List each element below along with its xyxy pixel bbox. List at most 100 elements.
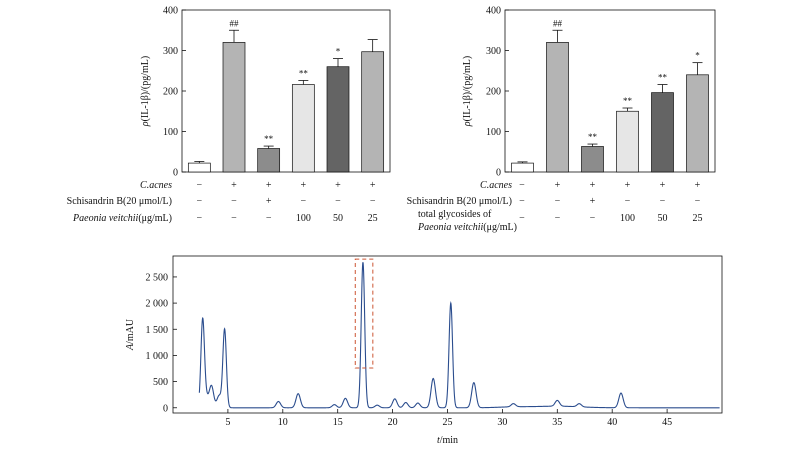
condition-label: Paeonia veitchii(μg/mL) (417, 222, 517, 233)
condition-label: C.acnes (480, 180, 512, 191)
condition-label: Schisandrin B(20 μmol/L) (407, 196, 512, 207)
condition-value: + (695, 180, 701, 191)
condition-value: + (301, 180, 307, 191)
bar (187, 162, 211, 173)
y-tick-label: 2 500 (146, 272, 169, 283)
significance-label: ** (588, 132, 598, 142)
y-axis-label-unit: (IL-1β)/(pg/mL) (462, 56, 473, 122)
condition-label-unit: (μg/mL) (483, 222, 517, 233)
bar (581, 146, 604, 173)
significance-label: ** (264, 134, 274, 144)
significance-label: ** (299, 68, 309, 78)
x-tick-label: 20 (388, 417, 398, 428)
x-axis-label-unit: /min (440, 435, 458, 446)
condition-label: Schisandrin B(20 μmol/L) (67, 196, 172, 207)
condition-value: − (660, 196, 666, 207)
condition-value: + (231, 180, 237, 191)
condition-value: − (197, 180, 203, 191)
condition-value: − (555, 196, 561, 207)
condition-value: − (519, 213, 525, 224)
y-tick-label: 200 (163, 87, 178, 98)
y-axis-label-symbol: A (125, 343, 136, 351)
y-axis-label: ρ(IL-1β)/(pg/mL) (462, 56, 473, 127)
condition-value: + (370, 180, 376, 191)
y-tick-label: 0 (496, 168, 501, 179)
condition-value: + (555, 180, 561, 191)
y-tick-label: 0 (163, 403, 168, 414)
x-tick-label: 30 (497, 417, 507, 428)
bar-chart-left: 0100200300400ρ(IL-1β)/(pg/mL)##*****C.ac… (67, 6, 391, 224)
y-tick-label: 300 (486, 46, 501, 57)
plot-frame (181, 9, 391, 173)
bar-chart-right: 0100200300400ρ(IL-1β)/(pg/mL)##*******C.… (407, 6, 716, 233)
significance-label: * (336, 47, 341, 57)
condition-label-line1: total glycosides of (418, 209, 492, 220)
condition-label-species: Paeonia veitchii (72, 213, 138, 224)
condition-value: − (370, 196, 376, 207)
chromatogram-chart: 0 500 1 000 1 500 2 000 2 500 5 10 15 20 25 30 35 40 4… (125, 255, 723, 446)
bar (257, 148, 281, 173)
bar (511, 162, 534, 173)
bar (616, 110, 639, 173)
x-tick-label: 5 (225, 417, 230, 428)
highlight-box (354, 258, 374, 369)
y-tick-label: 1 000 (146, 351, 169, 362)
condition-value: − (695, 196, 701, 207)
y-tick-label: 400 (163, 6, 178, 17)
y-axis-label: A/mAU (125, 318, 136, 351)
condition-label-unit: (μg/mL) (138, 213, 172, 224)
condition-value: − (231, 213, 237, 224)
bar (326, 66, 350, 173)
y-tick-label: 500 (153, 377, 168, 388)
condition-value: − (301, 196, 307, 207)
condition-value: − (197, 196, 203, 207)
condition-label: C.acnes (140, 180, 172, 191)
y-tick-label: 0 (173, 168, 178, 179)
bar (546, 42, 569, 173)
y-tick-label: 200 (486, 87, 501, 98)
significance-label: * (695, 51, 700, 61)
x-tick-label: 45 (662, 417, 672, 428)
significance-label: ** (658, 73, 668, 83)
plot-frame (504, 9, 716, 173)
condition-value: 50 (658, 213, 668, 224)
condition-value: + (590, 196, 596, 207)
condition-value: − (590, 213, 596, 224)
x-axis-label: t/min (437, 435, 458, 446)
y-tick-label: 1 500 (146, 325, 169, 336)
condition-value: − (231, 196, 237, 207)
condition-value: 50 (333, 213, 343, 224)
significance-label: ## (553, 18, 563, 28)
condition-value: + (335, 180, 341, 191)
y-tick-label: 2 000 (146, 299, 169, 310)
y-tick-label: 300 (163, 46, 178, 57)
condition-value: − (266, 213, 272, 224)
condition-value: + (625, 180, 631, 191)
condition-label-species: Paeonia veitchii (417, 222, 483, 233)
condition-value: + (266, 180, 272, 191)
x-tick-label: 25 (443, 417, 453, 428)
x-tick-label: 40 (607, 417, 617, 428)
condition-value: − (335, 196, 341, 207)
bar (291, 84, 315, 173)
condition-value: 25 (368, 213, 378, 224)
condition-value: − (197, 213, 203, 224)
x-tick-label: 10 (278, 417, 288, 428)
condition-value: 100 (296, 213, 311, 224)
condition-value: − (555, 213, 561, 224)
condition-value: + (660, 180, 666, 191)
y-axis-label-symbol: ρ (140, 121, 151, 127)
y-tick-label: 100 (486, 127, 501, 138)
condition-value: − (625, 196, 631, 207)
bar (651, 92, 674, 173)
y-axis-label: ρ(IL-1β)/(pg/mL) (140, 56, 151, 127)
y-axis-label-symbol: ρ (462, 121, 473, 127)
condition-value: 25 (693, 213, 703, 224)
y-tick-label: 400 (486, 6, 501, 17)
condition-label: Paeonia veitchii(μg/mL) (72, 213, 172, 224)
condition-value: + (266, 196, 272, 207)
condition-value: 100 (620, 213, 635, 224)
y-tick-label: 100 (163, 127, 178, 138)
y-axis-label-unit: /mAU (125, 318, 136, 344)
